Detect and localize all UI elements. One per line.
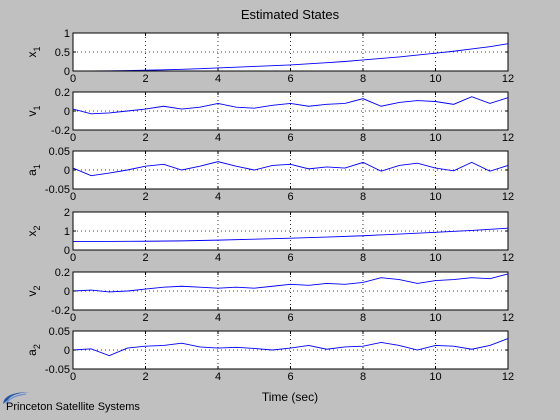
x-tick-label: 0 [70,252,76,264]
logo-swoosh-icon [3,392,30,404]
x-tick-label: 8 [360,312,366,324]
x-tick-label: 8 [360,252,366,264]
x-tick-label: 2 [142,312,148,324]
x-tick-label: 8 [360,191,366,203]
y-tick-label: 0 [64,106,70,118]
x-tick-label: 10 [429,73,441,85]
x-tick-label: 12 [502,191,514,203]
y-axis-label: v1 [25,105,42,116]
x-tick-label: 2 [142,132,148,144]
x-tick-label: 4 [215,252,221,264]
x-tick-label: 4 [215,132,221,144]
x-tick-label: 0 [70,191,76,203]
subplot-2: 0 2 4 6 8 10 12-0.200.2v1 [25,87,514,144]
x-tick-label: 12 [502,73,514,85]
x-tick-label: 0 [70,73,76,85]
x-tick-label: 4 [215,371,221,383]
y-tick-label: 0 [64,286,70,298]
x-tick-label: 6 [287,191,293,203]
y-axis-label: a2 [25,344,42,356]
y-tick-label: -0.2 [51,305,70,317]
series-line [72,273,509,293]
x-tick-label: 12 [502,371,514,383]
y-tick-label: -0.2 [51,125,70,137]
subplot-1: 0 2 4 6 8 10 12 0 0.5 1 x1 [25,28,514,85]
series-line [73,227,509,242]
y-axis-label: a1 [25,164,42,176]
y-tick-label: -0.05 [45,364,70,376]
y-tick-label: -0.05 [45,184,70,196]
x-axis-label: Time (sec) [262,390,318,404]
y-axis-label: x1 [25,46,42,57]
series-line [72,96,509,115]
x-tick-label: 10 [429,191,441,203]
x-tick-label: 0 [70,312,76,324]
x-tick-label: 6 [287,73,293,85]
y-tick-label: 1 [64,28,70,40]
y-tick-label: 0.05 [49,326,70,338]
y-tick-label: 0 [64,66,70,78]
x-tick-label: 6 [287,312,293,324]
series-line [72,338,509,357]
pss-logo: Princeton Satellite Systems [3,392,140,413]
x-tick-label: 10 [429,252,441,264]
x-tick-label: 10 [429,371,441,383]
y-tick-label: 0.2 [55,87,70,99]
y-tick-label: 0 [64,245,70,257]
x-tick-label: 4 [215,312,221,324]
x-tick-label: 10 [429,312,441,324]
x-tick-label: 6 [287,252,293,264]
x-tick-label: 8 [360,73,366,85]
y-axis-label: x2 [25,225,42,236]
y-tick-label: 1 [64,226,70,238]
x-tick-label: 12 [502,252,514,264]
x-tick-label: 8 [360,371,366,383]
y-tick-label: 0.05 [49,146,70,158]
y-tick-label: 0.5 [55,47,70,59]
x-tick-label: 4 [215,191,221,203]
series-line [72,161,509,177]
y-tick-label: 2 [64,207,70,219]
x-tick-label: 10 [429,132,441,144]
figure-title: Estimated States [241,7,340,22]
x-tick-label: 2 [142,73,148,85]
subplot-5: 0 2 4 6 8 10 12-0.200.2v2 [25,267,514,324]
y-tick-label: 0 [64,165,70,177]
x-tick-label: 6 [287,132,293,144]
x-tick-label: 2 [142,252,148,264]
x-tick-label: 12 [502,132,514,144]
y-tick-label: 0.2 [55,267,70,279]
x-tick-label: 0 [70,132,76,144]
x-tick-label: 0 [70,371,76,383]
x-tick-label: 8 [360,132,366,144]
logo-text: Princeton Satellite Systems [6,401,140,413]
x-tick-label: 12 [502,312,514,324]
y-axis-label: v2 [25,285,42,296]
x-tick-label: 2 [142,371,148,383]
logo-swoosh-shadow-icon [5,393,27,405]
x-tick-label: 6 [287,371,293,383]
x-tick-label: 2 [142,191,148,203]
x-tick-label: 4 [215,73,221,85]
y-tick-label: 0 [64,345,70,357]
